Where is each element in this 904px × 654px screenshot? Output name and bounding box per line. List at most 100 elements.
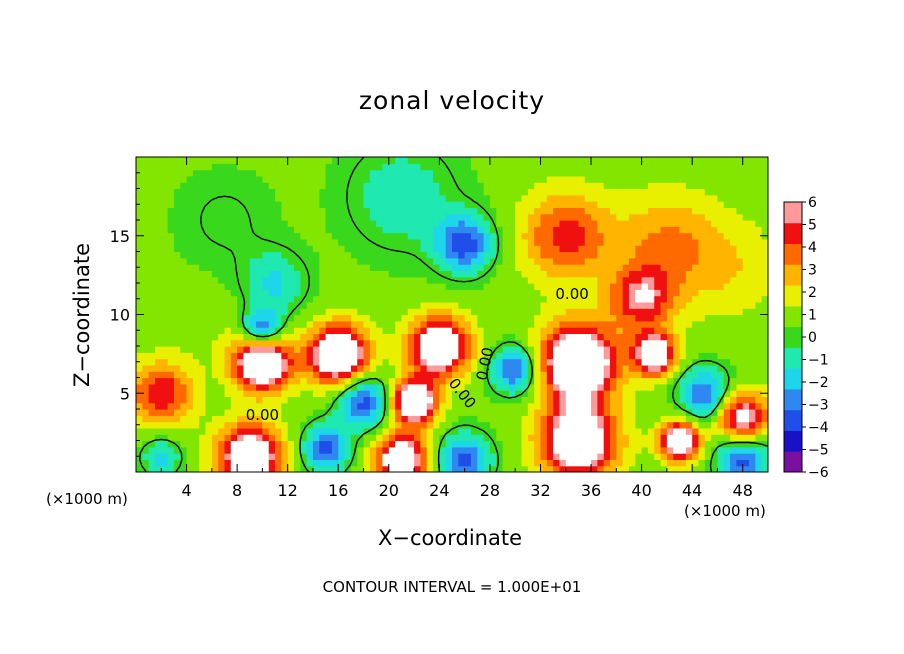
heatmap-cell <box>489 427 497 435</box>
heatmap-cell <box>350 409 358 416</box>
heatmap-cell <box>572 182 579 190</box>
heatmap-cell <box>616 396 624 404</box>
heatmap-cell <box>414 201 421 208</box>
heatmap-cell <box>294 364 301 372</box>
heatmap-cell <box>205 188 213 196</box>
heatmap-cell <box>142 320 150 328</box>
heatmap-cell <box>186 390 194 397</box>
heatmap-cell <box>749 270 756 278</box>
heatmap-cell <box>186 465 194 472</box>
heatmap-cell <box>742 163 750 171</box>
heatmap-cell <box>610 301 617 309</box>
heatmap-cell <box>136 251 143 259</box>
heatmap-cell <box>243 383 251 391</box>
heatmap-cell <box>578 453 586 460</box>
heatmap-cell <box>578 188 586 196</box>
heatmap-cell <box>180 459 188 467</box>
heatmap-cell <box>578 264 586 271</box>
heatmap-cell <box>445 446 453 454</box>
heatmap-cell <box>439 276 447 284</box>
heatmap-cell <box>306 226 314 234</box>
heatmap-cell <box>749 194 756 202</box>
heatmap-cell <box>338 201 346 208</box>
heatmap-cell <box>452 383 459 391</box>
heatmap-cell <box>205 175 213 183</box>
heatmap-cell <box>167 459 175 467</box>
heatmap-cell <box>717 352 725 360</box>
heatmap-cell <box>376 352 384 360</box>
heatmap-cell <box>294 327 301 334</box>
heatmap-cell <box>414 390 421 397</box>
heatmap-cell <box>230 264 238 271</box>
heatmap-cell <box>635 427 643 435</box>
heatmap-cell <box>578 238 586 246</box>
heatmap-cell <box>730 427 737 435</box>
heatmap-cell <box>230 371 238 379</box>
heatmap-cell <box>357 352 365 360</box>
heatmap-cell <box>401 427 409 435</box>
heatmap-cell <box>237 163 245 171</box>
heatmap-cell <box>395 245 403 253</box>
heatmap-cell <box>489 333 497 341</box>
heatmap-cell <box>635 188 643 196</box>
heatmap-cell <box>540 434 548 442</box>
heatmap-cell <box>572 289 579 297</box>
heatmap-cell <box>218 238 226 246</box>
heatmap-cell <box>445 182 453 190</box>
heatmap-cell <box>350 415 358 423</box>
heatmap-cell <box>186 346 194 353</box>
heatmap-cell <box>192 377 200 385</box>
heatmap-cell <box>610 194 617 202</box>
heatmap-cell <box>565 421 573 429</box>
heatmap-cell <box>350 163 358 171</box>
heatmap-cell <box>730 220 737 227</box>
heatmap-cell <box>717 390 725 397</box>
heatmap-cell <box>256 169 263 177</box>
heatmap-cell <box>445 194 453 202</box>
heatmap-cell <box>249 308 257 316</box>
heatmap-cell <box>237 232 245 240</box>
heatmap-cell <box>704 390 712 397</box>
heatmap-cell <box>420 453 428 460</box>
heatmap-cell <box>382 257 390 265</box>
heatmap-cell <box>458 175 466 183</box>
heatmap-cell <box>275 402 282 410</box>
heatmap-cell <box>445 402 453 410</box>
heatmap-cell <box>660 314 668 322</box>
heatmap-cell <box>470 390 478 397</box>
heatmap-cell <box>325 440 333 448</box>
heatmap-cell <box>161 308 169 316</box>
heatmap-cell <box>136 283 143 290</box>
heatmap-cell <box>294 194 301 202</box>
heatmap-cell <box>180 220 188 227</box>
heatmap-cell <box>148 358 156 366</box>
heatmap-cell <box>527 327 535 334</box>
heatmap-cell <box>717 188 725 196</box>
heatmap-cell <box>685 308 693 316</box>
heatmap-cell <box>616 327 624 334</box>
heatmap-cell <box>275 377 282 385</box>
heatmap-cell <box>730 270 737 278</box>
heatmap-cell <box>755 257 763 265</box>
heatmap-cell <box>357 320 365 328</box>
heatmap-cell <box>199 289 207 297</box>
heatmap-cell <box>407 440 415 448</box>
heatmap-cell <box>388 157 396 164</box>
heatmap-cell <box>635 213 643 221</box>
heatmap-cell <box>584 402 592 410</box>
heatmap-cell <box>294 276 301 284</box>
heatmap-cell <box>148 194 156 202</box>
heatmap-cell <box>761 371 768 379</box>
heatmap-cell <box>312 257 320 265</box>
heatmap-cell <box>205 295 213 303</box>
heatmap-cell <box>616 201 624 208</box>
heatmap-cell <box>666 207 674 215</box>
heatmap-cell <box>565 270 573 278</box>
heatmap-cell <box>616 421 624 429</box>
heatmap-cell <box>730 396 737 404</box>
heatmap-cell <box>578 434 586 442</box>
heatmap-cell <box>433 251 440 259</box>
heatmap-cell <box>730 308 737 316</box>
heatmap-cell <box>692 377 700 385</box>
heatmap-cell <box>660 201 668 208</box>
